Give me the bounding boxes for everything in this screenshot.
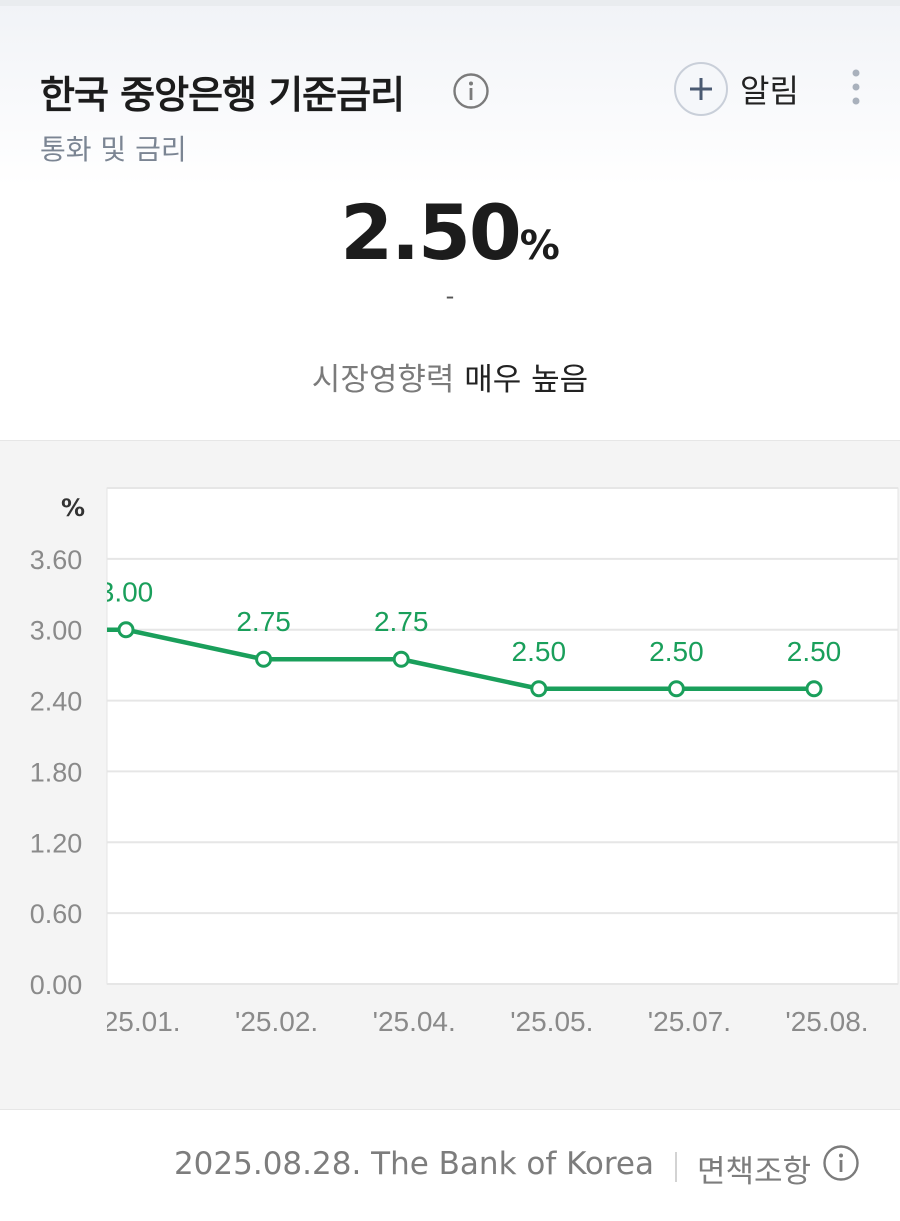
info-icon[interactable] <box>452 72 490 110</box>
line-chart[interactable]: % 3.60 3.00 2.40 1.80 1.20 0.60 0.00 3.00 2.75 2.7… <box>0 441 900 1111</box>
y-tick-label: 3.00 <box>30 616 83 646</box>
header: 한국 중앙은행 기준금리 통화 및 금리 알림 <box>0 6 900 186</box>
data-point <box>805 680 823 698</box>
data-point <box>667 680 685 698</box>
x-tick-label: '25.02. <box>235 1006 318 1037</box>
status-strip <box>0 0 900 6</box>
alarm-button[interactable]: 알림 <box>674 62 814 116</box>
market-impact: 시장영향력 매우 높음 <box>0 354 900 399</box>
more-vertical-icon[interactable] <box>843 68 869 108</box>
footer: 2025.08.28. The Bank of Korea 면책조항 <box>0 1140 900 1192</box>
x-tick-label: '25.04. <box>373 1006 456 1037</box>
category-subtitle[interactable]: 통화 및 금리 <box>40 133 187 166</box>
data-label: 2.50 <box>649 636 704 667</box>
page-title: 한국 중앙은행 기준금리 <box>40 73 405 117</box>
footer-divider <box>675 1152 677 1182</box>
rate-unit: % <box>519 223 560 269</box>
plus-icon <box>674 62 728 116</box>
x-tick-label: '25.07. <box>648 1006 731 1037</box>
disclaimer-link[interactable]: 면책조항 <box>697 1154 812 1190</box>
x-tick-label: '25.08. <box>785 1006 868 1037</box>
y-tick-label: 1.80 <box>30 757 83 787</box>
y-tick-label: 3.60 <box>30 545 83 575</box>
current-rate: 2.50% <box>0 188 900 277</box>
rate-change: - <box>445 282 455 310</box>
plot-area <box>106 487 899 985</box>
y-tick-label: 0.60 <box>30 899 83 929</box>
data-point <box>117 621 135 639</box>
data-point <box>392 650 410 668</box>
market-impact-label: 시장영향력 <box>311 362 455 398</box>
data-point <box>255 650 273 668</box>
data-label: 2.75 <box>374 606 429 637</box>
x-tick-label: '25.01. <box>97 1006 180 1037</box>
market-impact-value: 매우 높음 <box>464 362 589 398</box>
data-label: 3.00 <box>99 577 154 608</box>
data-source: 2025.08.28. The Bank of Korea <box>173 1146 654 1182</box>
alarm-label: 알림 <box>740 72 799 110</box>
x-tick-label: '25.05. <box>510 1006 593 1037</box>
y-tick-label: 0.00 <box>30 970 83 1000</box>
y-tick-label: 2.40 <box>30 687 83 717</box>
data-label: 2.50 <box>512 636 567 667</box>
rate-chart[interactable]: % 3.60 3.00 2.40 1.80 1.20 0.60 0.00 3.00 2.75 2.7… <box>0 440 900 1110</box>
data-label: 2.50 <box>787 636 842 667</box>
data-point <box>530 680 548 698</box>
y-tick-label: 1.20 <box>30 828 83 858</box>
data-label: 2.75 <box>236 606 291 637</box>
series-group: 3.00 2.75 2.75 2.50 2.50 2.50 '25.01. '25.02. '2… <box>97 577 869 1037</box>
rate-value: 2.50 <box>340 188 522 277</box>
info-icon[interactable] <box>822 1144 860 1182</box>
y-axis-unit: % <box>61 494 85 522</box>
